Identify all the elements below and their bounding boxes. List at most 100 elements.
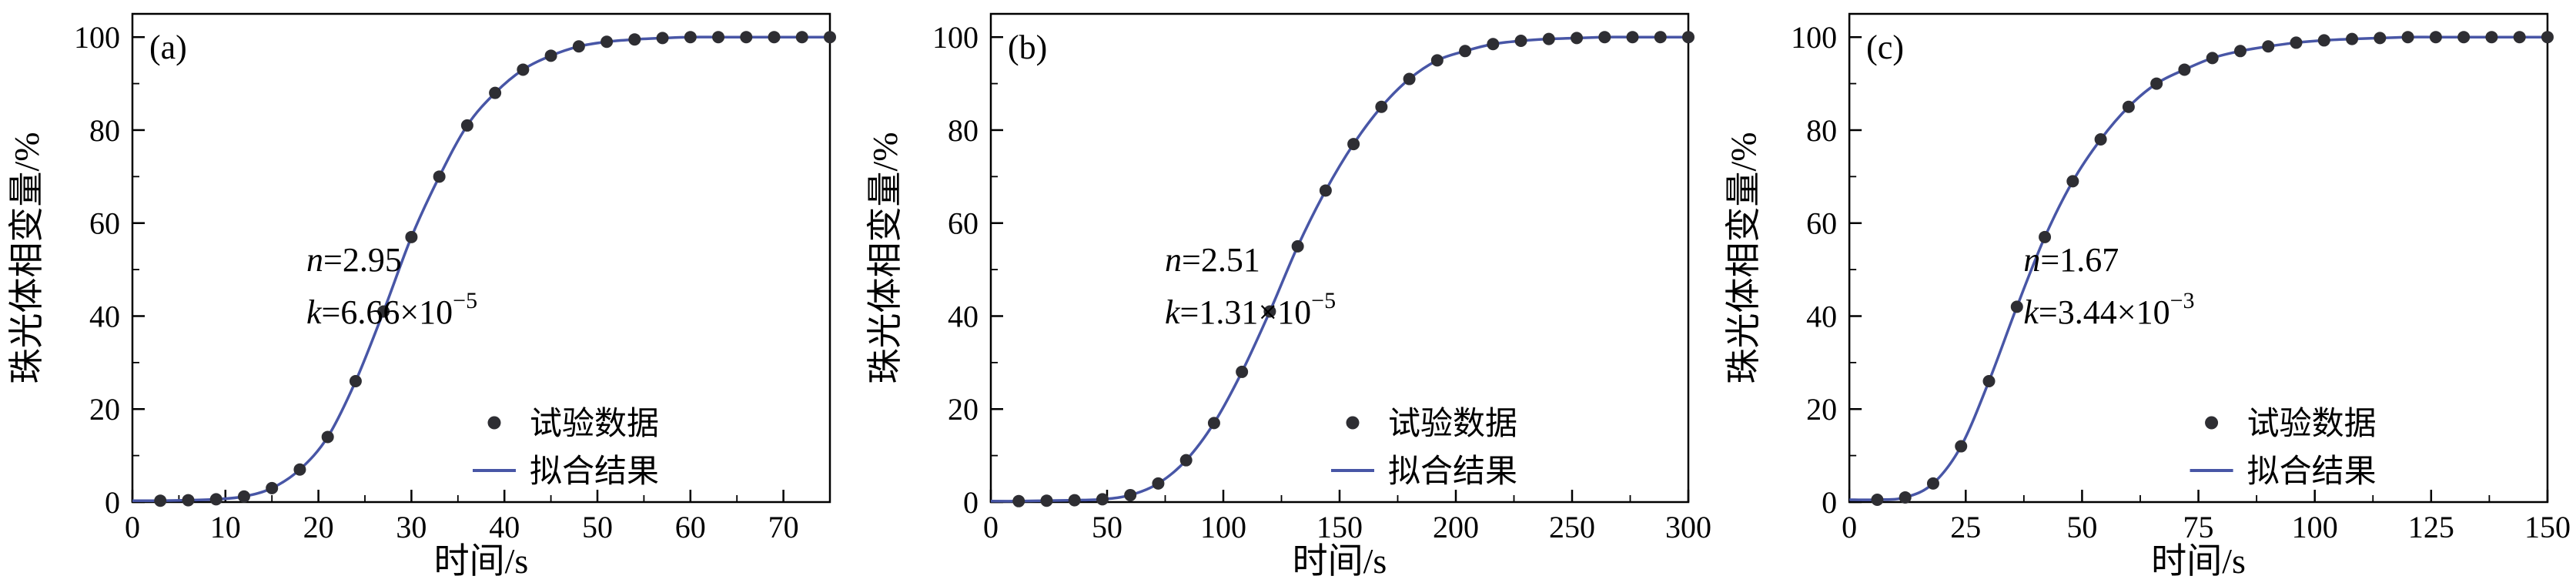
data-point bbox=[572, 40, 585, 53]
data-point bbox=[2066, 175, 2079, 188]
data-point bbox=[601, 35, 614, 49]
data-point bbox=[182, 494, 195, 507]
y-tick-label: 60 bbox=[89, 206, 120, 241]
y-tick-label: 100 bbox=[74, 20, 120, 55]
chart-panel-a: 0 10 20 30 40 50 60 70 0 20 40 60 80 100 (a) n=2.95 k=6.… bbox=[0, 0, 858, 586]
y-tick-label: 40 bbox=[948, 299, 979, 333]
data-point bbox=[1040, 494, 1053, 507]
fit-line bbox=[132, 35, 830, 502]
data-point bbox=[544, 49, 557, 62]
data-point bbox=[517, 63, 530, 76]
chart-panel-b: 0 50 100 150 200 250 300 0 20 40 60 80 100 (b) n=2.51 k… bbox=[858, 0, 1717, 586]
data-point bbox=[1319, 184, 1332, 197]
data-point bbox=[433, 170, 446, 183]
x-tick-label: 0 bbox=[1842, 510, 1857, 544]
plot-frame bbox=[131, 12, 831, 504]
panel-label: (b) bbox=[1008, 28, 1047, 66]
data-point bbox=[656, 32, 669, 45]
data-point bbox=[349, 375, 362, 388]
legend-label: 试验数据 bbox=[2247, 406, 2377, 442]
x-tick-label: 0 bbox=[125, 510, 140, 544]
y-tick-label: 80 bbox=[1806, 113, 1837, 148]
y-tick-label: 20 bbox=[1806, 392, 1837, 427]
data-point bbox=[1152, 477, 1165, 490]
y-tick-label: 0 bbox=[963, 485, 979, 520]
data-point bbox=[2206, 52, 2219, 65]
chart-svg-b: 0 50 100 150 200 250 300 0 20 40 60 80 100 (b) n=2.51 k… bbox=[865, 12, 1711, 581]
data-point bbox=[405, 230, 418, 243]
x-tick-label: 25 bbox=[1950, 510, 1981, 544]
data-point bbox=[1236, 365, 1249, 378]
data-point bbox=[2401, 31, 2414, 44]
x-tick-label: 250 bbox=[1549, 510, 1595, 544]
data-point bbox=[1487, 38, 1500, 51]
legend-label: 拟合结果 bbox=[530, 454, 659, 490]
data-point bbox=[2039, 230, 2052, 243]
y-tick-label: 80 bbox=[948, 113, 979, 148]
x-tick-label: 100 bbox=[1200, 510, 1246, 544]
x-tick-label: 100 bbox=[2292, 510, 2338, 544]
x-tick-label: 50 bbox=[1092, 510, 1122, 544]
data-point bbox=[1571, 32, 1584, 45]
data-point bbox=[2150, 77, 2163, 90]
data-point bbox=[712, 31, 725, 44]
data-point bbox=[1068, 494, 1081, 507]
x-tick-label: 70 bbox=[768, 510, 799, 544]
x-tick-label: 20 bbox=[303, 510, 334, 544]
data-point bbox=[2541, 31, 2554, 44]
x-axis-title: 时间/s bbox=[2151, 541, 2246, 581]
data-point bbox=[2485, 31, 2498, 44]
data-point bbox=[2429, 31, 2442, 44]
data-point bbox=[1403, 72, 1416, 85]
x-axis-title: 时间/s bbox=[434, 541, 529, 581]
data-point bbox=[684, 31, 697, 44]
plot-frame bbox=[989, 12, 1690, 504]
data-point bbox=[2178, 63, 2191, 76]
data-point bbox=[1871, 493, 1884, 506]
y-tick-label: 60 bbox=[1806, 206, 1837, 241]
y-tick-label: 100 bbox=[932, 20, 979, 55]
chart-panel-c: 0 25 50 75 100 125 150 0 20 40 60 80 100 (c) n=1.67 k=3… bbox=[1717, 0, 2575, 586]
x-tick-label: 40 bbox=[489, 510, 520, 544]
y-axis-title: 珠光体相变量/% bbox=[865, 132, 905, 383]
data-point bbox=[377, 305, 390, 318]
data-point bbox=[2262, 40, 2275, 53]
y-tick-label: 40 bbox=[89, 299, 120, 333]
data-point bbox=[1654, 31, 1667, 44]
y-tick-label: 40 bbox=[1806, 299, 1837, 333]
data-point bbox=[1542, 32, 1555, 45]
data-point bbox=[154, 494, 167, 507]
data-point bbox=[2457, 31, 2471, 44]
x-tick-label: 0 bbox=[983, 510, 999, 544]
legend-label: 试验数据 bbox=[530, 406, 659, 442]
data-point bbox=[1124, 488, 1137, 501]
data-point bbox=[1982, 375, 1996, 388]
y-tick-label: 0 bbox=[1822, 485, 1837, 520]
y-tick-label: 80 bbox=[89, 113, 120, 148]
x-tick-label: 150 bbox=[1316, 510, 1363, 544]
data-point bbox=[1012, 494, 1025, 507]
panel-label: (a) bbox=[149, 28, 187, 66]
data-point bbox=[1955, 440, 1968, 453]
panel-label: (c) bbox=[1866, 28, 1904, 66]
x-tick-label: 125 bbox=[2408, 510, 2454, 544]
x-tick-label: 150 bbox=[2524, 510, 2571, 544]
legend-label: 试验数据 bbox=[1388, 406, 1517, 442]
data-point bbox=[2513, 31, 2526, 44]
data-point bbox=[628, 33, 641, 46]
data-point bbox=[824, 31, 836, 44]
chart-svg-c: 0 25 50 75 100 125 150 0 20 40 60 80 100 (c) n=1.67 k=3… bbox=[1724, 12, 2571, 581]
data-point bbox=[2122, 100, 2135, 113]
annotation-n: n=2.51 bbox=[1165, 241, 1260, 279]
data-point bbox=[1626, 31, 1639, 44]
y-tick-label: 60 bbox=[948, 206, 979, 241]
x-tick-label: 30 bbox=[396, 510, 427, 544]
y-tick-label: 100 bbox=[1791, 20, 1837, 55]
legend-dot-marker bbox=[487, 416, 501, 430]
x-tick-label: 75 bbox=[2183, 510, 2214, 544]
x-tick-label: 200 bbox=[1433, 510, 1479, 544]
data-point bbox=[1096, 493, 1109, 506]
data-point bbox=[2233, 45, 2246, 58]
data-point bbox=[1926, 477, 1939, 490]
